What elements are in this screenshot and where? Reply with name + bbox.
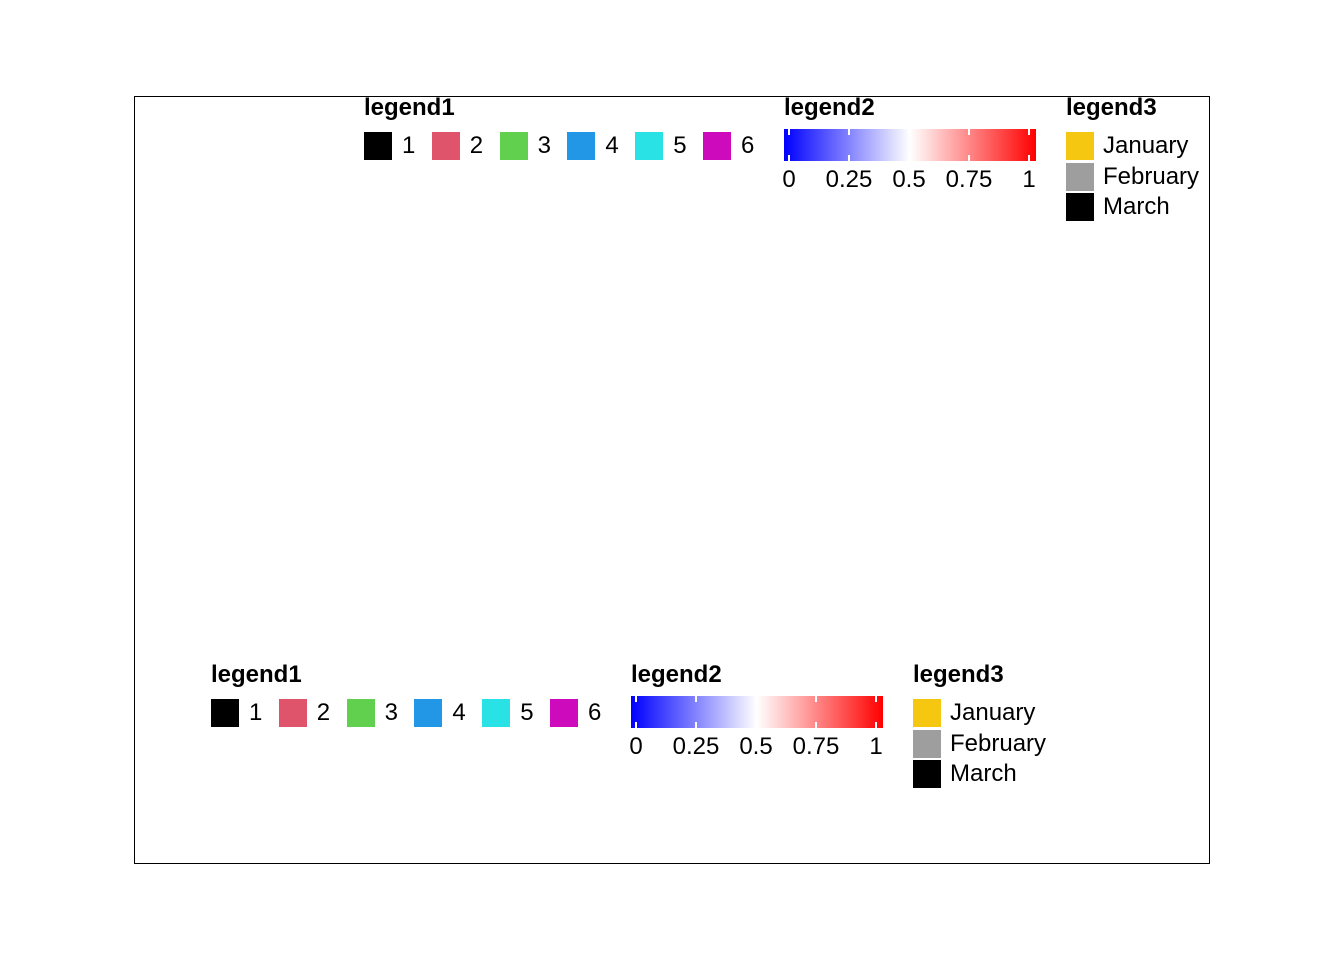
legend3-swatch-january bbox=[913, 699, 941, 727]
legend1-swatch-1 bbox=[211, 699, 239, 727]
legend3-swatch-february bbox=[1066, 162, 1094, 191]
legend2-tick-bottom-1 bbox=[695, 722, 697, 728]
legend3-title: legend3 bbox=[913, 661, 1004, 688]
legend2-tick-label-4: 1 bbox=[1022, 166, 1036, 193]
legend2-tick-top-2 bbox=[908, 129, 910, 135]
legend3-swatch-march bbox=[913, 760, 941, 788]
legend2-tick-bottom-1 bbox=[848, 155, 850, 161]
legend1-title: legend1 bbox=[364, 94, 455, 121]
legend3-title: legend3 bbox=[1066, 94, 1157, 121]
legend1-swatch-5 bbox=[482, 699, 511, 727]
legend3-label-february: February bbox=[1103, 162, 1200, 190]
legend2-tick-top-3 bbox=[968, 129, 970, 135]
legend1-swatch-6 bbox=[703, 132, 731, 160]
legend2-tick-label-0: 0 bbox=[782, 166, 796, 193]
legend3-label-january: January bbox=[1103, 132, 1189, 159]
legend1-swatch-4 bbox=[414, 699, 443, 727]
legend3-label-february: February bbox=[950, 729, 1047, 757]
legend2-tick-top-4 bbox=[875, 696, 877, 702]
legend1-swatch-2 bbox=[431, 132, 460, 160]
legend2-tick-label-3: 0.75 bbox=[792, 733, 840, 760]
legend2-tick-top-4 bbox=[1028, 129, 1030, 135]
legend2-tick-top-2 bbox=[755, 696, 757, 702]
legend1-label-4: 4 bbox=[605, 132, 619, 159]
legend1-swatch-1 bbox=[364, 132, 392, 160]
legend2-tick-bottom-0 bbox=[788, 155, 790, 161]
legend2-tick-top-1 bbox=[695, 696, 697, 702]
legend1-label-2: 2 bbox=[469, 132, 484, 159]
legend3-swatch-february bbox=[913, 729, 941, 758]
legend3-label-january: January bbox=[950, 699, 1036, 726]
plot-panel bbox=[134, 96, 1210, 864]
legend2-title: legend2 bbox=[784, 94, 875, 121]
legend2-colorbar bbox=[631, 696, 883, 728]
legend3-label-march: March bbox=[950, 760, 1017, 787]
legend3-swatch-march bbox=[1066, 193, 1094, 221]
legend1-label-5: 5 bbox=[673, 132, 687, 159]
legend2-tick-bottom-4 bbox=[875, 722, 877, 728]
legend1-label-3: 3 bbox=[384, 699, 398, 726]
legend1-label-6: 6 bbox=[588, 699, 602, 726]
legend1-label-3: 3 bbox=[537, 132, 551, 159]
legend2-tick-label-1: 0.25 bbox=[825, 166, 873, 193]
legend2-tick-bottom-0 bbox=[635, 722, 637, 728]
legend1-label-1: 1 bbox=[402, 132, 416, 159]
legend1-swatch-3 bbox=[499, 132, 528, 160]
legend3-label-march: March bbox=[1103, 193, 1170, 220]
legend1-swatch-5 bbox=[635, 132, 664, 160]
legend2-tick-top-0 bbox=[635, 696, 637, 702]
legend2-tick-bottom-3 bbox=[968, 155, 970, 161]
legend3-swatch-january bbox=[1066, 132, 1094, 160]
legend1-label-4: 4 bbox=[452, 699, 466, 726]
legend2-tick-label-3: 0.75 bbox=[945, 166, 993, 193]
legend1-label-5: 5 bbox=[520, 699, 534, 726]
legend2-tick-bottom-2 bbox=[755, 722, 757, 728]
legend1-label-6: 6 bbox=[741, 132, 755, 159]
legend1-swatch-4 bbox=[567, 132, 596, 160]
legend2-tick-bottom-2 bbox=[908, 155, 910, 161]
legend1-label-2: 2 bbox=[316, 699, 331, 726]
legend2-tick-label-2: 0.5 bbox=[892, 166, 926, 193]
legend2-colorbar bbox=[784, 129, 1036, 161]
legend2-tick-bottom-3 bbox=[815, 722, 817, 728]
legend1-swatch-2 bbox=[278, 699, 307, 727]
legend2-tick-label-4: 1 bbox=[869, 733, 883, 760]
legend2-tick-top-0 bbox=[788, 129, 790, 135]
legend2-tick-label-2: 0.5 bbox=[739, 733, 773, 760]
legend1-swatch-3 bbox=[346, 699, 375, 727]
legend2-tick-top-3 bbox=[815, 696, 817, 702]
legend2-tick-label-1: 0.25 bbox=[672, 733, 720, 760]
legend1-title: legend1 bbox=[211, 661, 302, 688]
legend2-tick-top-1 bbox=[848, 129, 850, 135]
legend2-title: legend2 bbox=[631, 661, 722, 688]
legend1-swatch-6 bbox=[550, 699, 578, 727]
legend1-label-1: 1 bbox=[249, 699, 263, 726]
legend2-tick-bottom-4 bbox=[1028, 155, 1030, 161]
legend2-tick-label-0: 0 bbox=[629, 733, 643, 760]
